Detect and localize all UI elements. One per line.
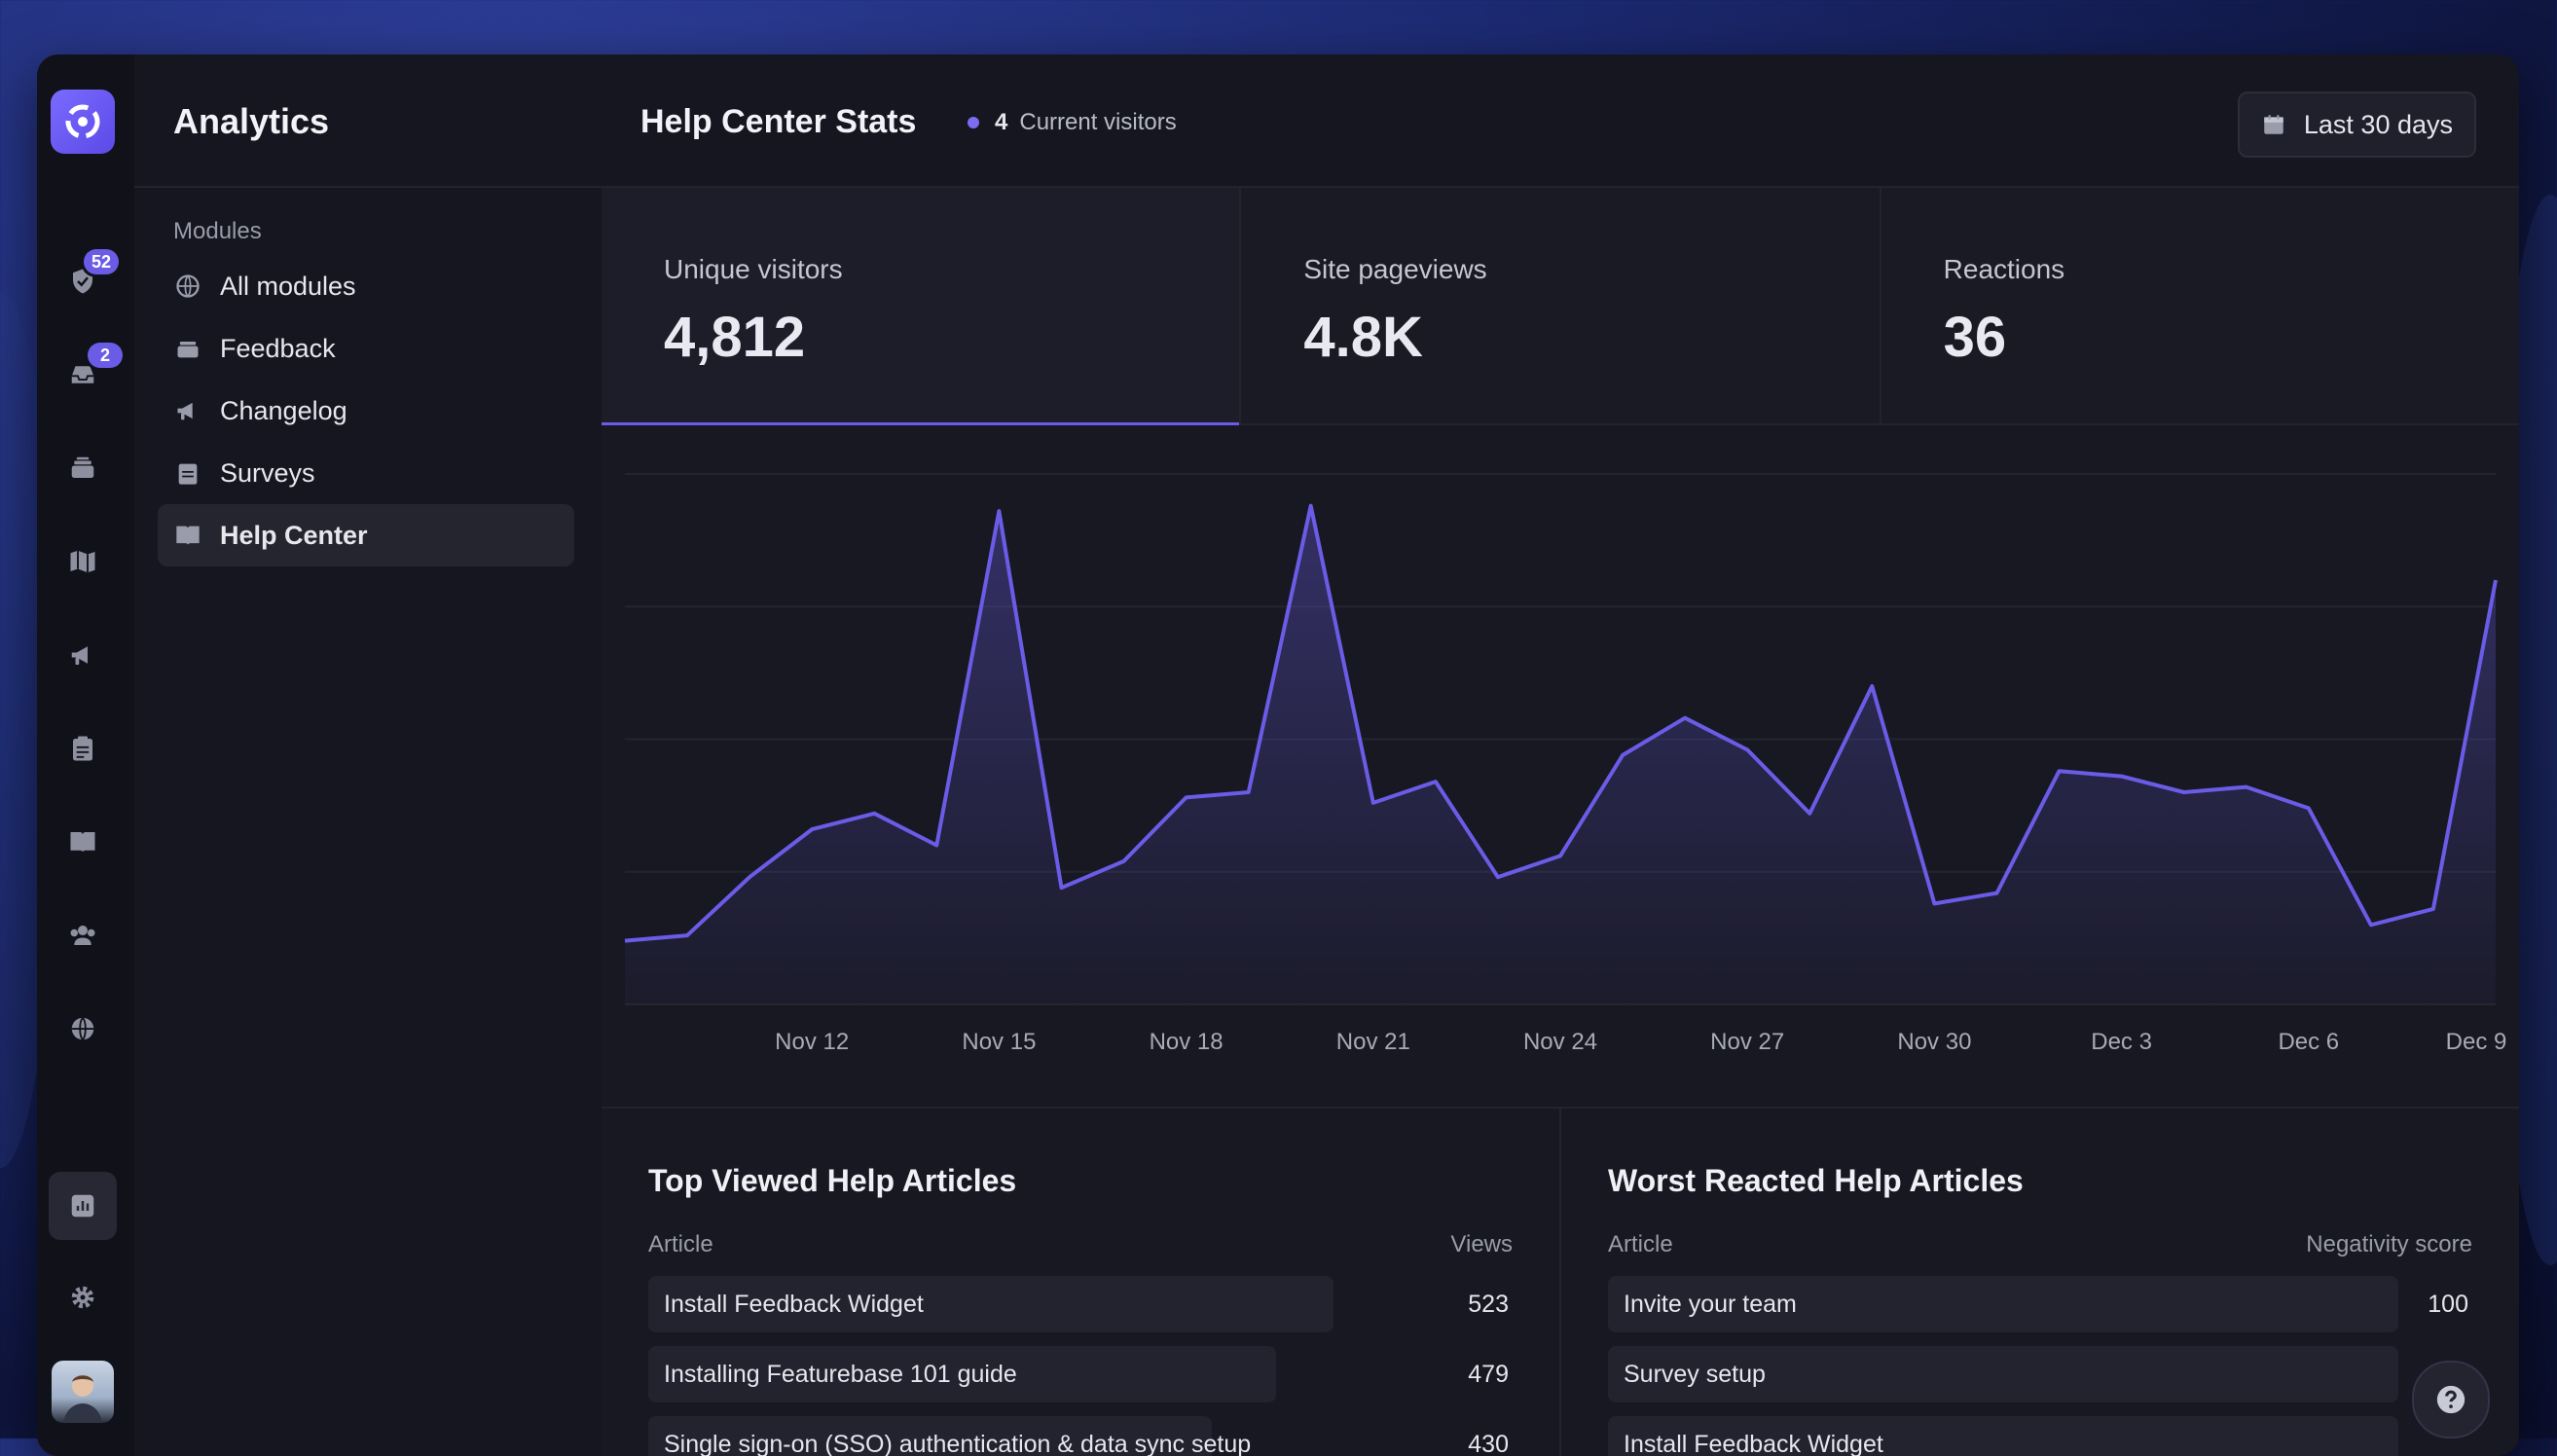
x-tick-label: Nov 15 [962, 1029, 1036, 1055]
stat-card-reactions[interactable]: Reactions 36 [1881, 188, 2519, 423]
stat-value: 4.8K [1303, 305, 1423, 370]
roadmap-map-icon[interactable] [64, 543, 101, 580]
x-tick-label: Nov 12 [775, 1029, 849, 1055]
settings-gear-icon[interactable] [64, 1279, 101, 1316]
stat-value: 36 [1944, 305, 2007, 370]
live-dot-icon [968, 117, 979, 128]
divider [134, 186, 602, 188]
worst-reacted-header: Article Negativity score [1608, 1231, 2472, 1258]
header: Help Center Stats 4 Current visitors Las… [602, 55, 2519, 188]
help-center-book-icon[interactable] [64, 823, 101, 860]
table-row[interactable]: Installing Featurebase 101 guide 479 [648, 1346, 1513, 1402]
main-content: Help Center Stats 4 Current visitors Las… [602, 55, 2519, 1456]
column-header-article: Article [648, 1231, 713, 1258]
featurebase-logo[interactable] [51, 90, 115, 154]
x-tick-label: Dec 6 [2278, 1029, 2339, 1055]
approvals-count-badge: 52 [84, 249, 119, 274]
current-visitors-count: 4 [995, 109, 1007, 136]
sidebar-item-label: Changelog [220, 396, 347, 426]
book-icon [173, 521, 202, 550]
article-value: 479 [1468, 1361, 1509, 1389]
user-avatar[interactable] [52, 1361, 114, 1423]
worst-reacted-panel: Worst Reacted Help Articles Article Nega… [1559, 1109, 2519, 1456]
stat-card-unique-visitors[interactable]: Unique visitors 4,812 [602, 188, 1241, 423]
stats-row: Unique visitors 4,812 Site pageviews 4.8… [602, 188, 2519, 425]
sidebar-item-changelog[interactable]: Changelog [158, 380, 574, 442]
sidebar-item-label: Feedback [220, 334, 336, 364]
table-row[interactable]: Install Feedback Widget 523 [648, 1276, 1513, 1332]
analytics-chart-icon[interactable] [64, 1187, 101, 1224]
modules-section-label: Modules [173, 218, 262, 245]
series-area [625, 506, 2496, 1004]
stat-label: Site pageviews [1303, 254, 1486, 285]
globe-icon[interactable] [64, 1010, 101, 1047]
changelog-megaphone-icon[interactable] [64, 637, 101, 673]
stat-label: Reactions [1944, 254, 2065, 285]
top-viewed-header: Article Views [648, 1231, 1513, 1258]
visitors-chart: Nov 12 Nov 15 Nov 18 Nov 21 Nov 24 Nov 27 Nov … [602, 425, 2519, 1109]
table-row[interactable]: Survey setup100 [1608, 1346, 2472, 1402]
clipboard-icon [173, 458, 202, 488]
article-name: Invite your team [1608, 1291, 1797, 1319]
date-range-button[interactable]: Last 30 days [2238, 91, 2476, 158]
x-tick-label: Nov 27 [1710, 1029, 1784, 1055]
article-name: Install Feedback Widget [1608, 1431, 1883, 1456]
globe-icon [173, 272, 202, 301]
article-name: Survey setup [1608, 1361, 1766, 1389]
table-row[interactable]: Single sign-on (SSO) authentication & da… [648, 1416, 1513, 1456]
worst-reacted-title: Worst Reacted Help Articles [1608, 1163, 2024, 1199]
article-value: 100 [2428, 1291, 2468, 1319]
surveys-clipboard-icon[interactable] [64, 730, 101, 767]
top-viewed-panel: Top Viewed Help Articles Article Views I… [602, 1109, 1559, 1456]
inbox-count-badge: 2 [88, 343, 123, 368]
x-tick-label: Nov 21 [1336, 1029, 1410, 1055]
column-header-article: Article [1608, 1231, 1673, 1258]
sidebar-item-label: All modules [220, 272, 356, 302]
stat-card-site-pageviews[interactable]: Site pageviews 4.8K [1241, 188, 1881, 423]
users-icon[interactable] [64, 917, 101, 954]
inbox-stack-icon [173, 334, 202, 363]
table-row[interactable]: Invite your team 100 [1608, 1276, 2472, 1332]
help-button[interactable] [2412, 1361, 2490, 1438]
feedback-stack-icon[interactable] [64, 450, 101, 487]
table-row[interactable]: Install Feedback Widget [1608, 1416, 2472, 1456]
x-tick-label: Dec 3 [2091, 1029, 2152, 1055]
stat-label: Unique visitors [664, 254, 843, 285]
article-value: 430 [1468, 1431, 1509, 1456]
current-visitors-label: Current visitors [1019, 109, 1176, 136]
article-name: Single sign-on (SSO) authentication & da… [648, 1431, 1251, 1456]
page-title: Help Center Stats [640, 103, 916, 141]
top-viewed-title: Top Viewed Help Articles [648, 1163, 1016, 1199]
question-icon [2434, 1383, 2467, 1416]
current-visitors-indicator: 4 Current visitors [968, 109, 1177, 136]
calendar-icon [2261, 112, 2286, 137]
sidebar-title: Analytics [173, 101, 329, 142]
sidebar-item-label: Surveys [220, 458, 315, 489]
article-value: 523 [1468, 1291, 1509, 1319]
x-tick-label: Nov 30 [1897, 1029, 1971, 1055]
sidebar-item-feedback[interactable]: Feedback [158, 317, 574, 380]
app-window: 52 2 [37, 55, 2519, 1456]
visitors-area-chart: Nov 12 Nov 15 Nov 18 Nov 21 Nov 24 Nov 27 Nov … [602, 425, 2519, 1107]
tables-row: Top Viewed Help Articles Article Views I… [602, 1109, 2519, 1456]
icon-rail: 52 2 [37, 55, 136, 1456]
x-tick-label: Dec 9 [2446, 1029, 2507, 1055]
date-range-label: Last 30 days [2304, 110, 2453, 140]
megaphone-icon [173, 396, 202, 425]
column-header-views: Views [1450, 1231, 1513, 1258]
x-tick-label: Nov 18 [1150, 1029, 1224, 1055]
sidebar-item-help-center[interactable]: Help Center [158, 504, 574, 566]
sidebar-item-all-modules[interactable]: All modules [158, 255, 574, 317]
stat-value: 4,812 [664, 305, 805, 370]
column-header-negativity: Negativity score [2306, 1231, 2472, 1258]
modules-sidebar: Analytics Modules All modules Feedback C… [134, 55, 603, 1456]
article-name: Installing Featurebase 101 guide [648, 1361, 1017, 1389]
article-name: Install Feedback Widget [648, 1291, 924, 1319]
x-tick-label: Nov 24 [1523, 1029, 1597, 1055]
sidebar-item-label: Help Center [220, 521, 368, 551]
sidebar-item-surveys[interactable]: Surveys [158, 442, 574, 504]
